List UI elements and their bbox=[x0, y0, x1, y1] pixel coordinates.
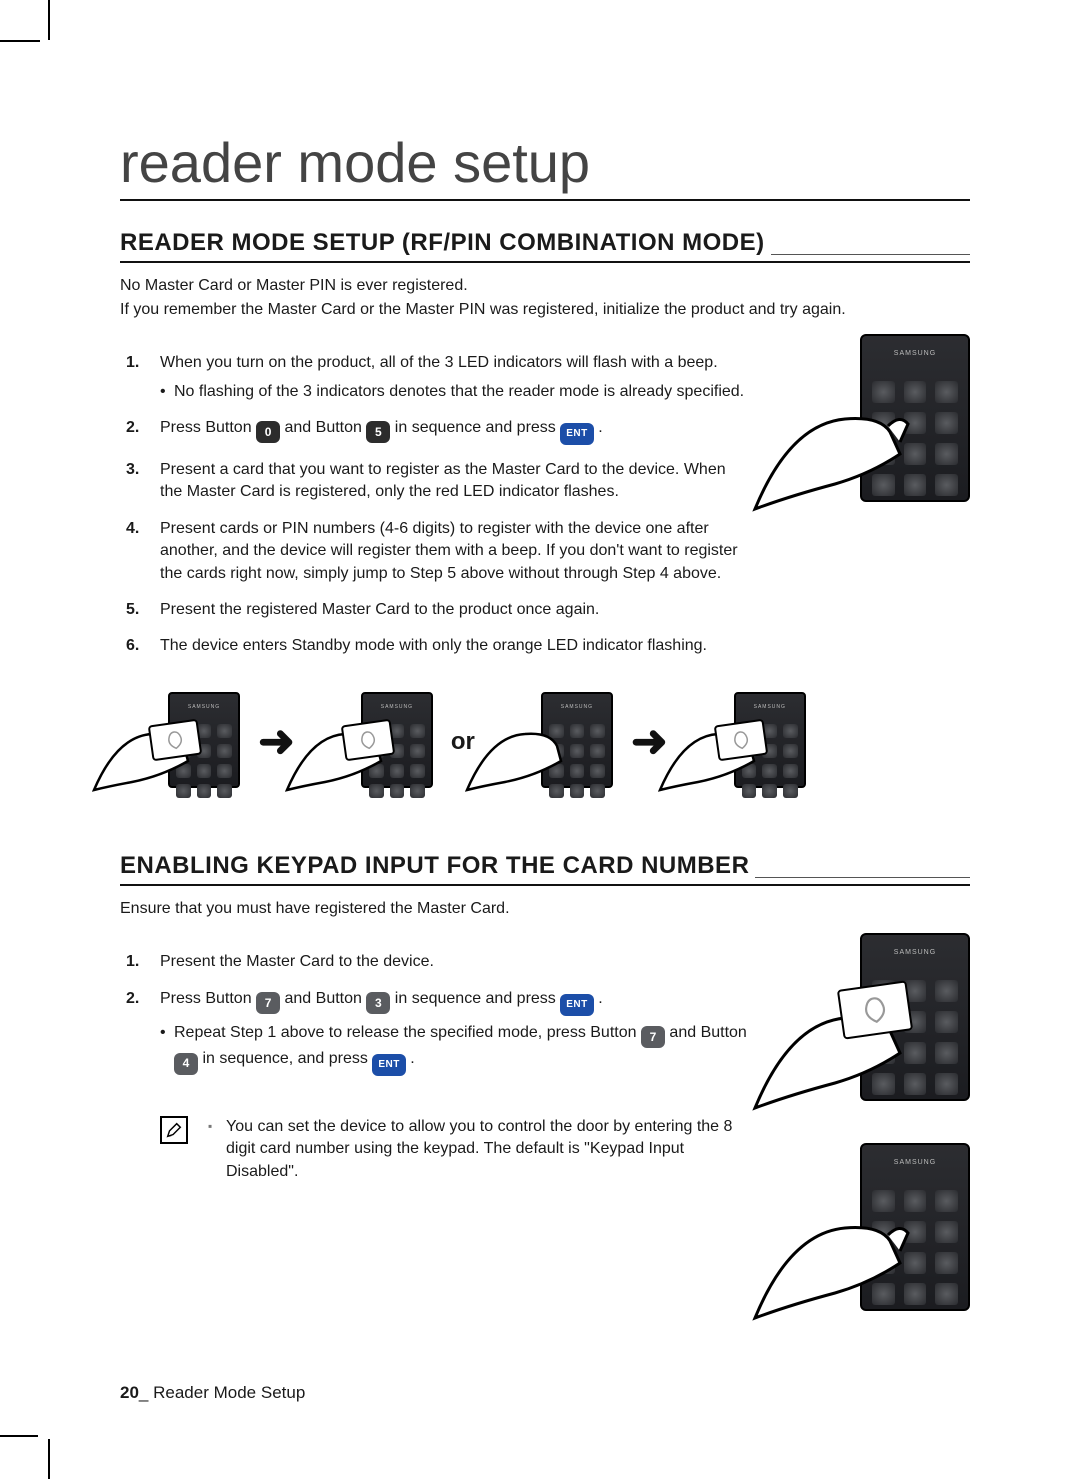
heading-rule bbox=[771, 254, 970, 255]
section2-steps: 1. Present the Master Card to the device… bbox=[120, 951, 756, 1076]
step-frag: Press Button bbox=[160, 419, 256, 436]
card-icon bbox=[341, 718, 396, 761]
hand-pointing-icon bbox=[750, 364, 920, 514]
note-text: You can set the device to allow you to c… bbox=[208, 1116, 756, 1183]
device-brand: SAMSUNG bbox=[872, 1159, 958, 1167]
step-frag: . bbox=[598, 419, 602, 436]
strip-step-b: SAMSUNG bbox=[313, 692, 433, 792]
note-block: You can set the device to allow you to c… bbox=[120, 1116, 756, 1183]
key-5-icon: 5 bbox=[366, 421, 390, 443]
strip-step-c: SAMSUNG bbox=[493, 692, 613, 792]
key-7-icon: 7 bbox=[256, 992, 280, 1014]
step-frag: in sequence and press bbox=[395, 419, 560, 436]
section1-image-strip: SAMSUNG ➜ SAMSUNG or SAMS bbox=[120, 692, 970, 792]
section1-heading-text: READER MODE SETUP (RF/PIN COMBINATION MO… bbox=[120, 229, 765, 257]
page-footer: 20_ Reader Mode Setup bbox=[120, 1383, 305, 1403]
step-sub: Repeat Step 1 above to release the speci… bbox=[160, 1022, 752, 1076]
step-text: Present the registered Master Card to th… bbox=[160, 601, 599, 618]
step-1: 1. Present the Master Card to the device… bbox=[160, 951, 756, 973]
section2-figures-right: SAMSUNG SAMSUNG bbox=[780, 933, 970, 1323]
key-ent-icon: ENT bbox=[372, 1054, 406, 1076]
step-1: 1. When you turn on the product, all of … bbox=[160, 352, 756, 403]
footer-label: Reader Mode Setup bbox=[153, 1383, 305, 1402]
step-2: 2. Press Button 0 and Button 5 in sequen… bbox=[160, 417, 756, 445]
step-num: 6. bbox=[126, 635, 139, 657]
footer-sep: _ bbox=[139, 1383, 148, 1402]
step-sub-frag: Repeat Step 1 above to release the speci… bbox=[174, 1024, 641, 1041]
step-sub-frag: . bbox=[410, 1050, 414, 1067]
crop-mark bbox=[48, 1439, 50, 1479]
page-title: reader mode setup bbox=[120, 30, 970, 201]
device-illustration-press: SAMSUNG bbox=[780, 1143, 970, 1323]
device-brand: SAMSUNG bbox=[872, 949, 958, 957]
step-4: 4. Present cards or PIN numbers (4-6 dig… bbox=[160, 518, 756, 585]
section1-figure-right: SAMSUNG bbox=[780, 334, 970, 514]
section2-steps-col: 1. Present the Master Card to the device… bbox=[120, 933, 756, 1183]
hand-pointing-icon bbox=[465, 706, 575, 792]
section1-intro2: If you remember the Master Card or the M… bbox=[120, 299, 970, 321]
crop-mark bbox=[48, 0, 50, 40]
step-sub: No flashing of the 3 indicators denotes … bbox=[160, 381, 752, 403]
step-text: Present cards or PIN numbers (4-6 digits… bbox=[160, 520, 738, 582]
card-icon bbox=[713, 718, 768, 761]
pencil-note-icon bbox=[160, 1116, 188, 1144]
key-ent-icon: ENT bbox=[560, 423, 594, 445]
strip-step-d: SAMSUNG bbox=[686, 692, 806, 792]
section2-intro: Ensure that you must have registered the… bbox=[120, 898, 970, 920]
hand-pointing-icon bbox=[750, 1173, 920, 1323]
step-2: 2. Press Button 7 and Button 3 in sequen… bbox=[160, 988, 756, 1076]
section1-steps-col: 1. When you turn on the product, all of … bbox=[120, 334, 756, 672]
key-3-icon: 3 bbox=[366, 992, 390, 1014]
crop-mark bbox=[0, 1435, 38, 1437]
key-7-icon: 7 bbox=[641, 1026, 665, 1048]
step-frag: and Button bbox=[285, 419, 367, 436]
step-num: 4. bbox=[126, 518, 139, 540]
heading-rule bbox=[755, 877, 970, 878]
step-num: 1. bbox=[126, 951, 139, 973]
section1-heading: READER MODE SETUP (RF/PIN COMBINATION MO… bbox=[120, 229, 970, 263]
step-text: Present the Master Card to the device. bbox=[160, 953, 434, 970]
section2-heading: ENABLING KEYPAD INPUT FOR THE CARD NUMBE… bbox=[120, 852, 970, 886]
step-sub-frag: and Button bbox=[669, 1024, 746, 1041]
step-5: 5. Present the registered Master Card to… bbox=[160, 599, 756, 621]
step-num: 2. bbox=[126, 417, 139, 439]
device-illustration-card: SAMSUNG bbox=[780, 933, 970, 1113]
section2-heading-text: ENABLING KEYPAD INPUT FOR THE CARD NUMBE… bbox=[120, 852, 749, 880]
section1-steps: 1. When you turn on the product, all of … bbox=[120, 352, 756, 658]
card-icon bbox=[837, 981, 913, 1040]
step-frag: Press Button bbox=[160, 990, 256, 1007]
step-text: Present a card that you want to register… bbox=[160, 461, 726, 500]
step-sub-frag: in sequence, and press bbox=[202, 1050, 372, 1067]
step-num: 2. bbox=[126, 988, 139, 1010]
strip-step-a: SAMSUNG bbox=[120, 692, 240, 792]
step-3: 3. Present a card that you want to regis… bbox=[160, 459, 756, 504]
step-frag: and Button bbox=[285, 990, 367, 1007]
section1-intro1: No Master Card or Master PIN is ever reg… bbox=[120, 275, 970, 297]
step-num: 3. bbox=[126, 459, 139, 481]
device-illustration: SAMSUNG bbox=[780, 334, 970, 514]
key-ent-icon: ENT bbox=[560, 994, 594, 1016]
step-frag: . bbox=[598, 990, 602, 1007]
key-4-icon: 4 bbox=[174, 1053, 198, 1075]
crop-mark bbox=[0, 40, 40, 42]
step-num: 1. bbox=[126, 352, 139, 374]
page-number: 20 bbox=[120, 1383, 139, 1402]
step-text: When you turn on the product, all of the… bbox=[160, 354, 718, 371]
card-icon bbox=[148, 718, 203, 761]
step-num: 5. bbox=[126, 599, 139, 621]
device-brand: SAMSUNG bbox=[872, 350, 958, 358]
page: reader mode setup READER MODE SETUP (RF/… bbox=[0, 0, 1080, 1479]
step-6: 6. The device enters Standby mode with o… bbox=[160, 635, 756, 657]
key-0-icon: 0 bbox=[256, 421, 280, 443]
step-frag: in sequence and press bbox=[395, 990, 560, 1007]
step-text: The device enters Standby mode with only… bbox=[160, 637, 707, 654]
